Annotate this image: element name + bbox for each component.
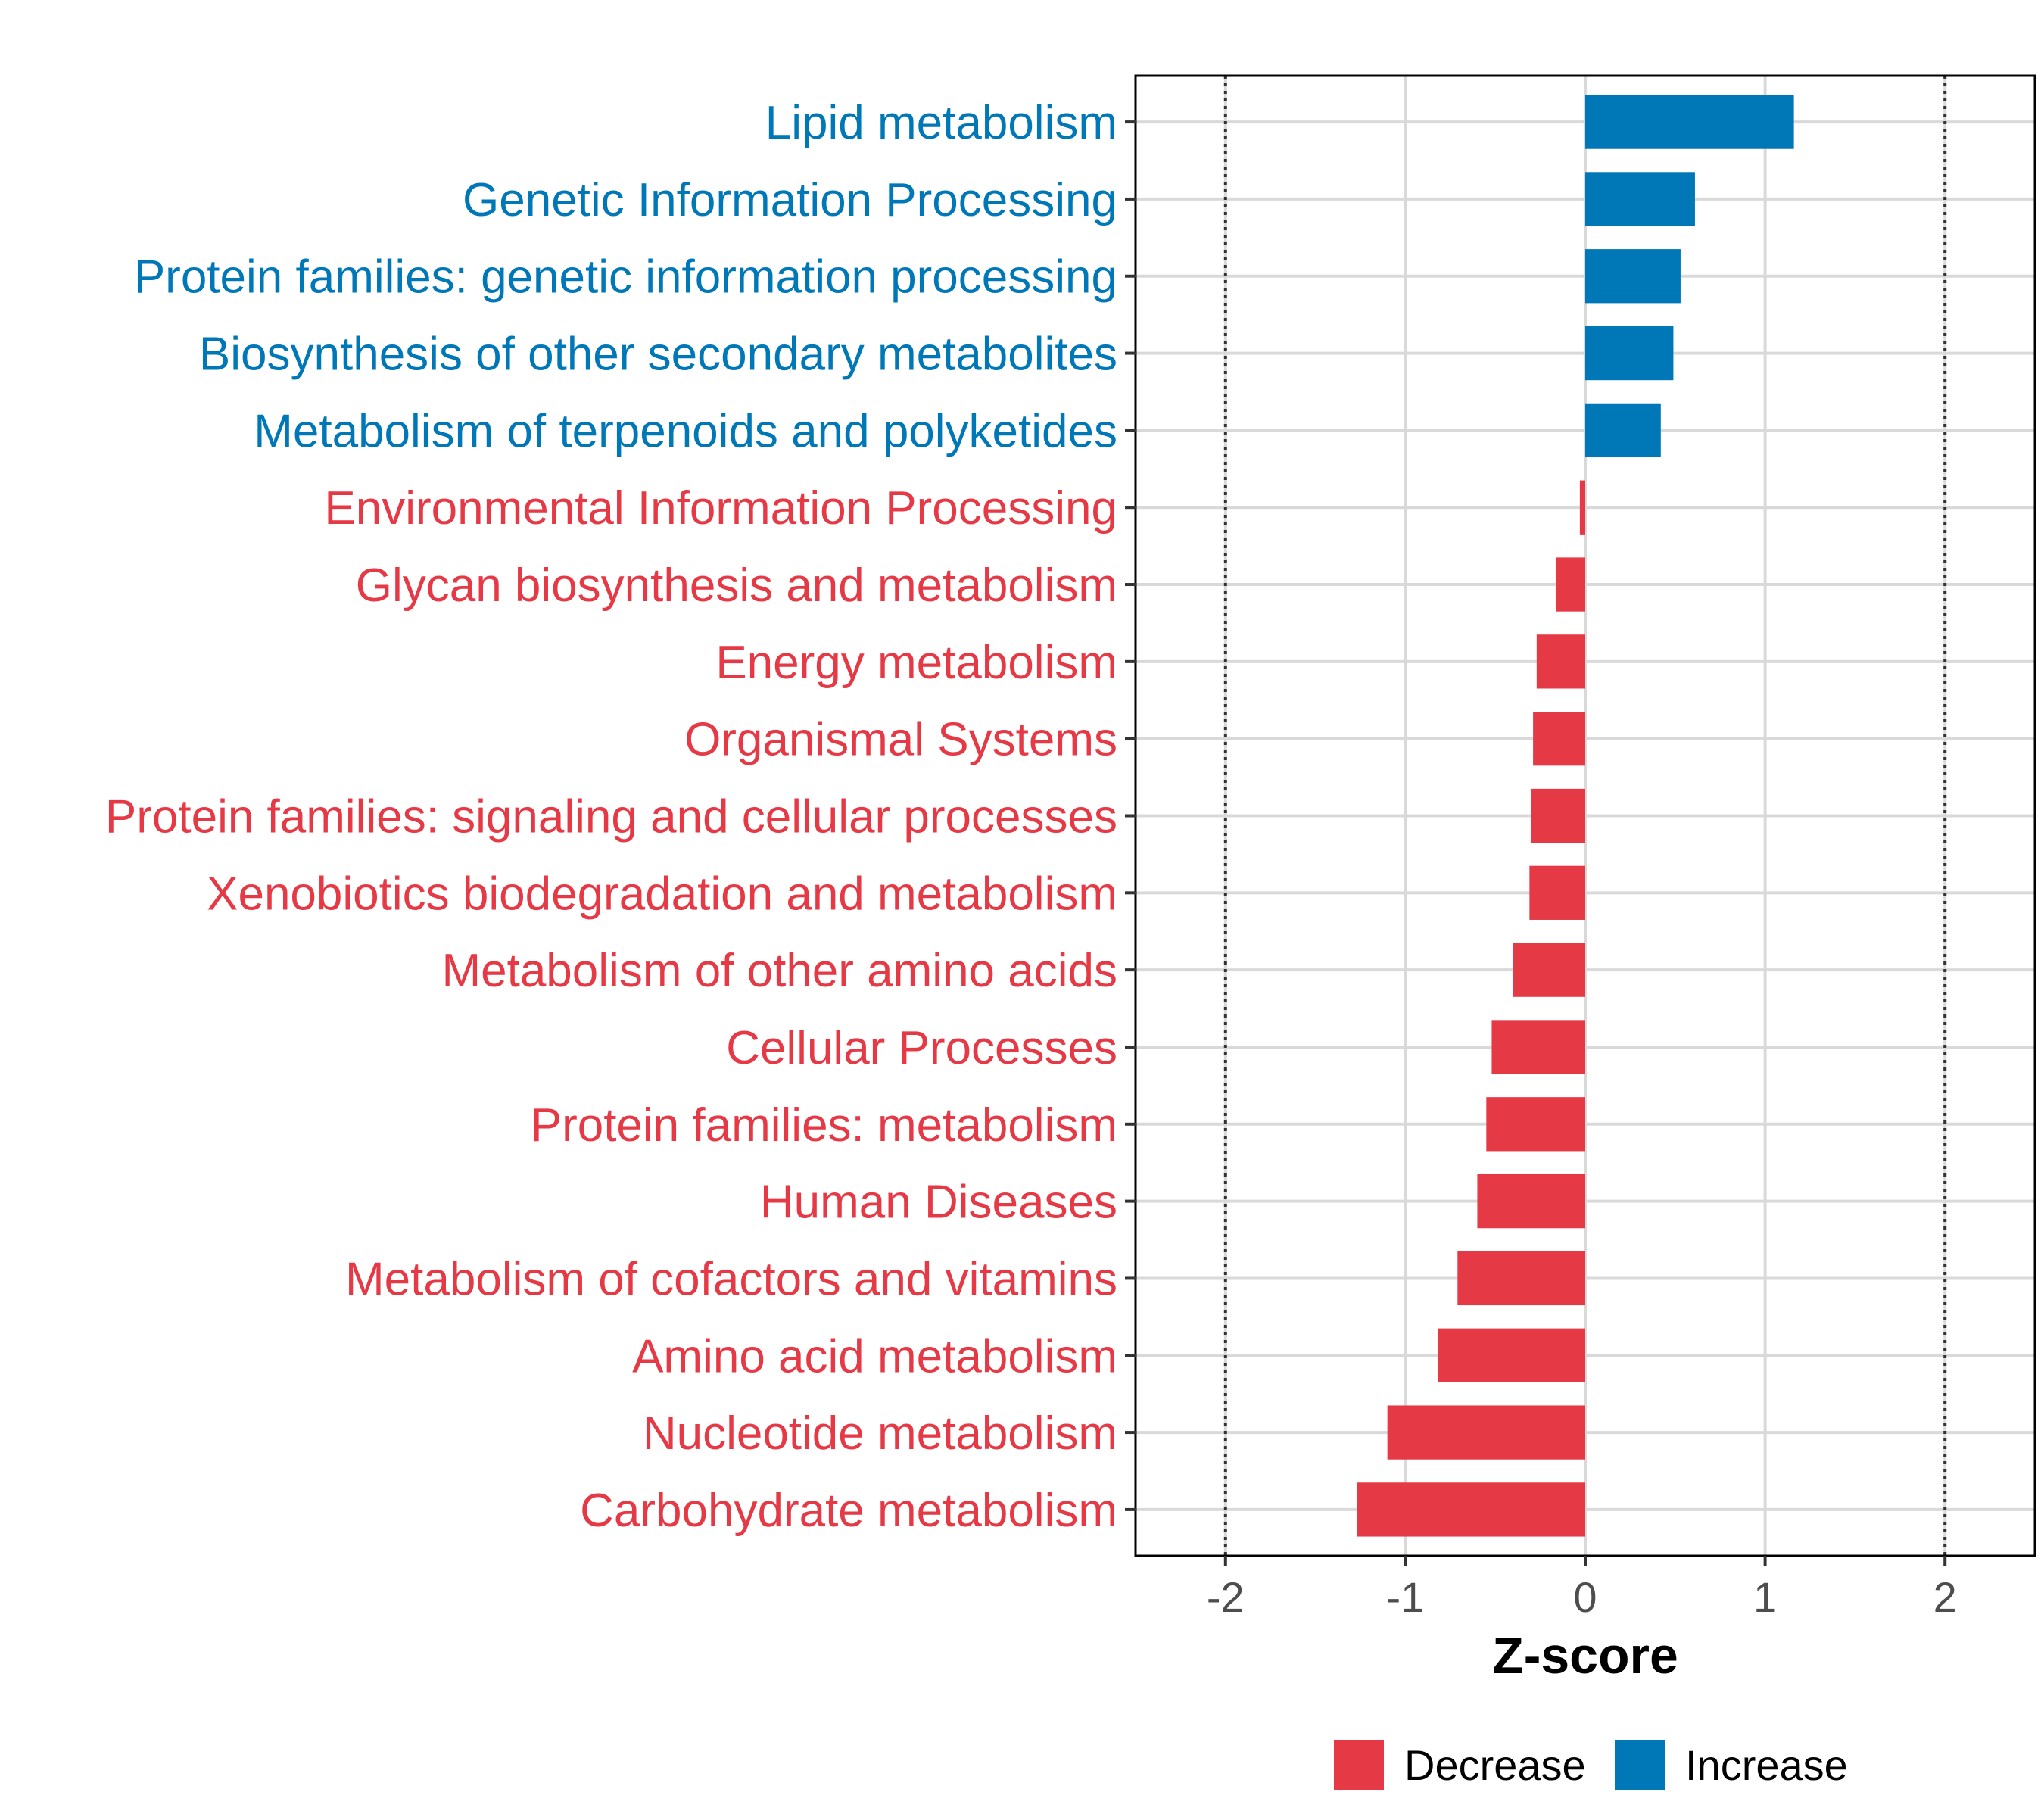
bar	[1531, 788, 1585, 843]
x-axis-ticks: -2 -1 0 1 2	[1207, 1556, 1957, 1621]
y-tick-label: Protein families: signaling and cellular…	[105, 791, 1117, 843]
y-tick-label: Metabolism of other amino acids	[441, 945, 1117, 997]
x-axis-title: Z-score	[1492, 1627, 1678, 1685]
bar	[1585, 249, 1681, 304]
bar	[1457, 1251, 1585, 1306]
y-tick-label: Genetic Information Processing	[463, 174, 1117, 226]
bar	[1357, 1482, 1585, 1537]
bar	[1579, 480, 1585, 535]
y-tick-label: Environmental Information Processing	[324, 482, 1117, 535]
y-tick-label: Cellular Processes	[726, 1022, 1117, 1074]
bar	[1585, 172, 1695, 226]
bar	[1585, 403, 1661, 458]
x-tick-label: -1	[1387, 1573, 1425, 1621]
bar	[1513, 943, 1585, 997]
x-tick-label: -2	[1207, 1573, 1245, 1621]
x-tick-label: 1	[1753, 1573, 1777, 1621]
x-tick-label: 0	[1573, 1573, 1597, 1621]
y-tick-label: Organismal Systems	[684, 714, 1117, 766]
legend-label-decrease: Decrease	[1404, 1741, 1586, 1789]
y-tick-label: Carbohydrate metabolism	[580, 1485, 1117, 1537]
y-tick-label: Metabolism of terpenoids and polyketides	[254, 405, 1117, 457]
legend: Decrease Increase	[1334, 1740, 1848, 1790]
legend-swatch-decrease	[1334, 1740, 1384, 1790]
bar	[1533, 712, 1585, 766]
y-tick-label: Amino acid metabolism	[632, 1330, 1117, 1382]
y-axis-labels: Lipid metabolism Genetic Information Proc…	[105, 97, 1136, 1537]
x-tick-label: 2	[1933, 1573, 1957, 1621]
y-tick-label: Nucleotide metabolism	[643, 1407, 1117, 1460]
bar	[1556, 557, 1585, 612]
y-tick-label: Glycan biosynthesis and metabolism	[356, 559, 1117, 612]
bar	[1486, 1097, 1585, 1152]
y-tick-label: Protein families: genetic information pr…	[134, 251, 1117, 304]
bar	[1529, 865, 1585, 920]
bar	[1477, 1173, 1585, 1229]
bar	[1438, 1328, 1585, 1382]
bar	[1536, 634, 1585, 689]
bar	[1585, 326, 1674, 381]
y-tick-label: Human Diseases	[760, 1177, 1117, 1229]
y-tick-label: Xenobiotics biodegradation and metabolis…	[207, 868, 1117, 920]
legend-label-increase: Increase	[1685, 1741, 1848, 1789]
y-tick-label: Energy metabolism	[715, 637, 1117, 689]
y-tick-label: Metabolism of cofactors and vitamins	[345, 1253, 1117, 1305]
y-tick-label: Protein families: metabolism	[531, 1099, 1117, 1152]
bar	[1491, 1020, 1585, 1074]
bars	[1357, 95, 1794, 1537]
y-tick-label: Lipid metabolism	[765, 97, 1117, 149]
y-tick-label: Biosynthesis of other secondary metaboli…	[199, 329, 1117, 381]
bar	[1387, 1405, 1585, 1460]
legend-swatch-increase	[1615, 1740, 1665, 1790]
bar	[1585, 95, 1794, 149]
